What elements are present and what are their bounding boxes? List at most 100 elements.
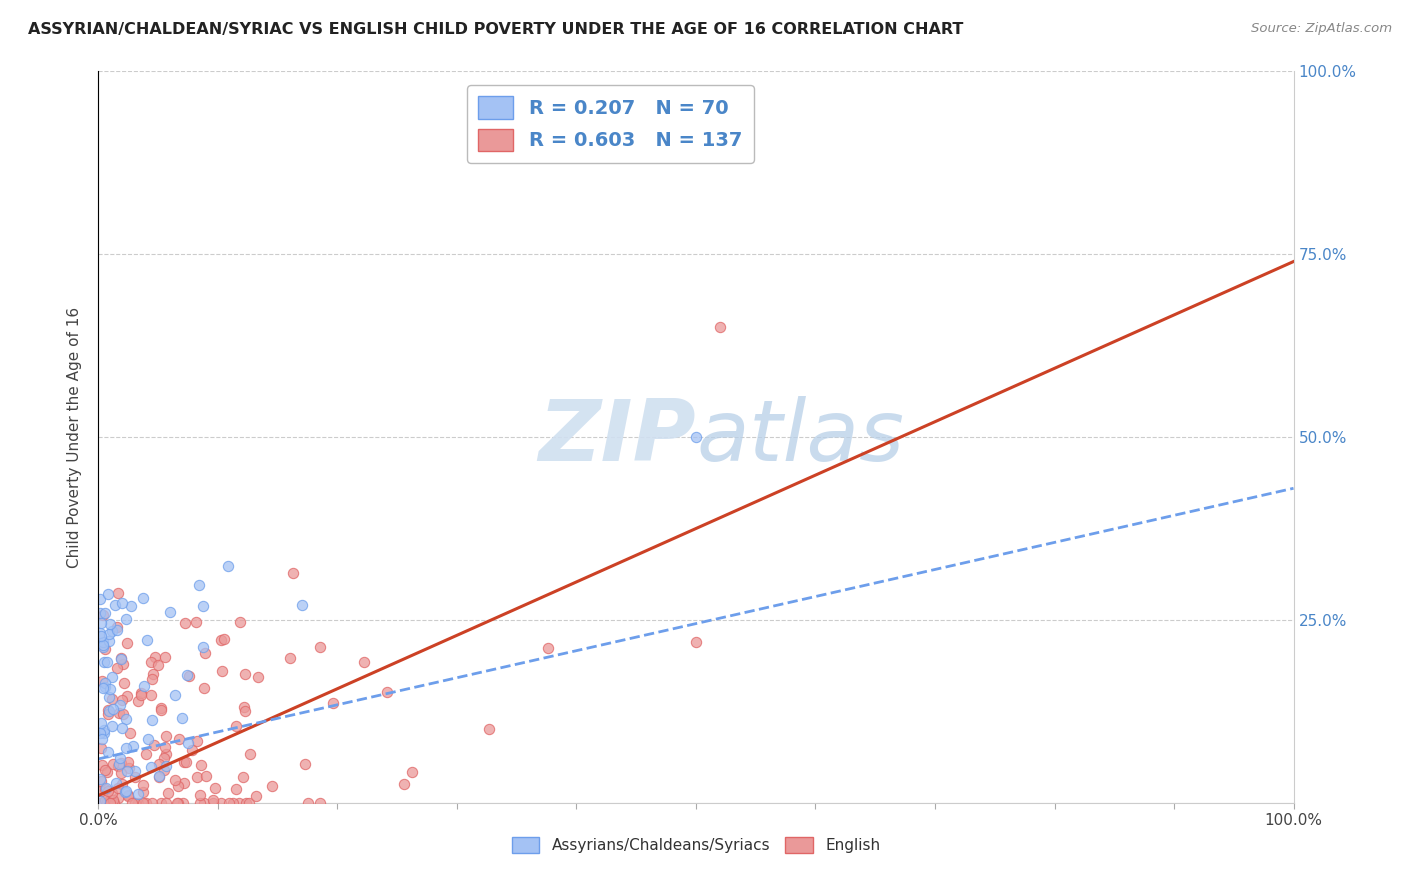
- Point: [174, 616, 197, 631]
- Point: [96, 795, 118, 809]
- Point: [115, 784, 138, 798]
- Point: [136, 732, 159, 747]
- Point: [90, 796, 112, 810]
- Point: [180, 742, 202, 756]
- Y-axis label: Child Poverty Under the Age of 16: Child Poverty Under the Age of 16: [67, 307, 83, 567]
- Point: [167, 796, 190, 810]
- Point: [709, 320, 731, 334]
- Point: [152, 751, 174, 765]
- Point: [129, 686, 152, 700]
- Point: [124, 770, 146, 784]
- Point: [212, 632, 235, 646]
- Point: [188, 578, 211, 592]
- Point: [91, 639, 114, 653]
- Point: [167, 732, 190, 747]
- Point: [97, 703, 120, 717]
- Point: [132, 796, 155, 810]
- Point: [172, 711, 194, 725]
- Point: [97, 587, 120, 601]
- Point: [308, 640, 330, 655]
- Point: [233, 667, 256, 681]
- Point: [209, 632, 232, 647]
- Point: [105, 624, 128, 638]
- Point: [96, 796, 118, 810]
- Point: [134, 679, 156, 693]
- Point: [97, 690, 120, 705]
- Point: [101, 624, 124, 638]
- Point: [193, 796, 215, 810]
- Point: [89, 726, 111, 740]
- Point: [94, 764, 117, 778]
- Point: [127, 796, 149, 810]
- Point: [101, 793, 124, 807]
- Point: [132, 785, 155, 799]
- Point: [114, 612, 136, 626]
- Point: [107, 791, 129, 805]
- Point: [115, 764, 138, 779]
- Point: [191, 599, 214, 614]
- Point: [108, 756, 131, 771]
- Point: [110, 756, 132, 770]
- Point: [537, 641, 560, 656]
- Point: [194, 646, 217, 660]
- Point: [142, 667, 165, 681]
- Point: [195, 769, 218, 783]
- Point: [94, 606, 117, 620]
- Point: [101, 786, 124, 800]
- Legend: Assyrians/Chaldeans/Syriacs, English: Assyrians/Chaldeans/Syriacs, English: [505, 830, 887, 861]
- Point: [98, 704, 121, 718]
- Point: [685, 430, 707, 444]
- Point: [139, 760, 162, 774]
- Point: [211, 664, 233, 678]
- Point: [177, 669, 200, 683]
- Point: [173, 775, 195, 789]
- Point: [105, 661, 128, 675]
- Point: [117, 789, 139, 804]
- Point: [225, 782, 247, 797]
- Point: [97, 707, 120, 722]
- Point: [96, 655, 118, 669]
- Point: [135, 796, 157, 810]
- Point: [222, 796, 245, 810]
- Point: [294, 757, 316, 772]
- Point: [193, 681, 215, 695]
- Point: [124, 764, 146, 778]
- Point: [209, 796, 232, 810]
- Text: ASSYRIAN/CHALDEAN/SYRIAC VS ENGLISH CHILD POVERTY UNDER THE AGE OF 16 CORRELATIO: ASSYRIAN/CHALDEAN/SYRIAC VS ENGLISH CHIL…: [28, 22, 963, 37]
- Point: [101, 691, 124, 706]
- Point: [115, 712, 138, 726]
- Point: [103, 796, 125, 810]
- Point: [145, 650, 167, 665]
- Point: [121, 796, 143, 810]
- Point: [353, 655, 375, 669]
- Point: [97, 745, 120, 759]
- Point: [173, 755, 195, 769]
- Point: [233, 704, 256, 718]
- Point: [159, 605, 181, 619]
- Text: Source: ZipAtlas.com: Source: ZipAtlas.com: [1251, 22, 1392, 36]
- Point: [112, 707, 135, 722]
- Point: [93, 640, 115, 654]
- Point: [91, 731, 114, 746]
- Point: [132, 591, 155, 605]
- Point: [98, 681, 121, 696]
- Point: [118, 761, 141, 775]
- Point: [188, 796, 211, 810]
- Point: [93, 676, 115, 690]
- Point: [146, 658, 169, 673]
- Point: [176, 668, 198, 682]
- Point: [281, 566, 304, 580]
- Point: [685, 635, 707, 649]
- Point: [93, 723, 115, 738]
- Point: [186, 770, 208, 784]
- Point: [111, 693, 134, 707]
- Point: [89, 626, 111, 640]
- Point: [392, 776, 415, 790]
- Point: [278, 651, 301, 665]
- Point: [91, 758, 114, 772]
- Point: [111, 776, 134, 790]
- Point: [127, 694, 149, 708]
- Point: [111, 657, 134, 671]
- Point: [93, 635, 115, 649]
- Point: [225, 719, 247, 733]
